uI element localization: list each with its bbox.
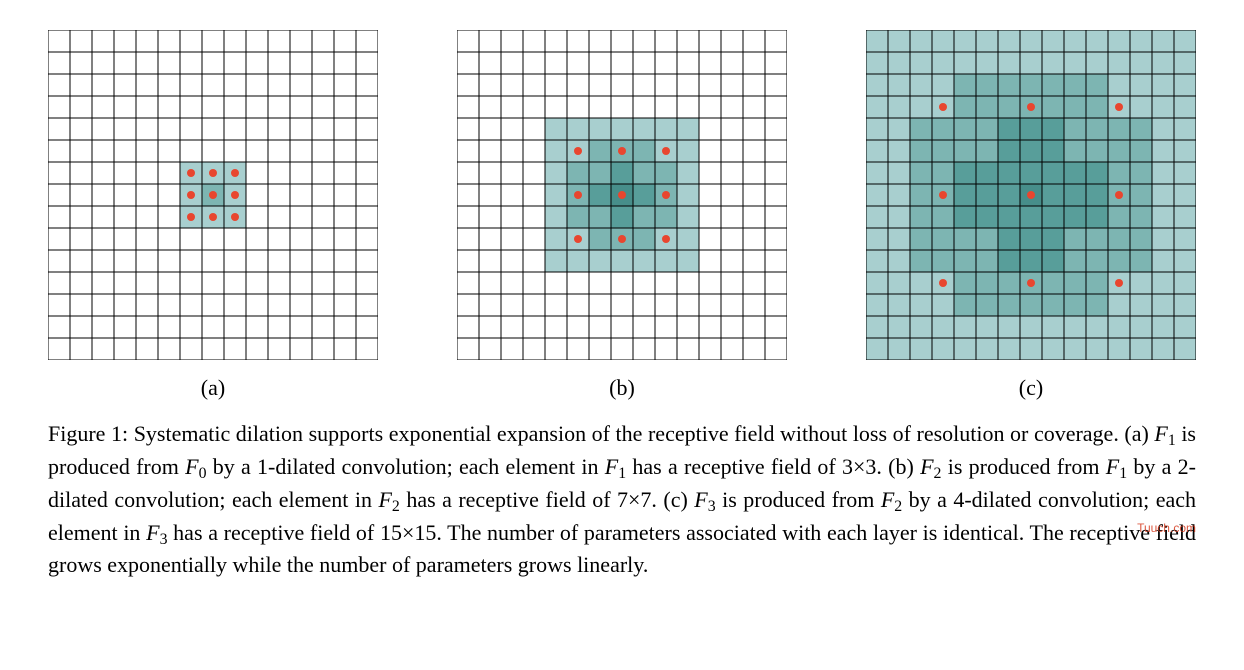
sample-dot-icon xyxy=(662,191,670,199)
sample-dot-icon xyxy=(231,213,239,221)
sample-dot-icon xyxy=(618,235,626,243)
sample-dot-icon xyxy=(231,169,239,177)
sample-dot-icon xyxy=(574,191,582,199)
sample-dot-icon xyxy=(209,169,217,177)
figure-panel: (a) xyxy=(48,30,378,401)
math-subscript: 2 xyxy=(934,465,942,482)
sample-dot-icon xyxy=(574,235,582,243)
sample-dot-icon xyxy=(209,191,217,199)
sample-dot-icon xyxy=(618,147,626,155)
sample-dot-icon xyxy=(1115,103,1123,111)
panel-label: (a) xyxy=(201,375,225,401)
math-symbol: F xyxy=(1106,454,1119,479)
math-subscript: 1 xyxy=(1119,465,1127,482)
receptive-field-grid-svg xyxy=(48,30,378,360)
figure-caption: Figure 1: Systematic dilation supports e… xyxy=(48,419,1196,579)
figure-panel: (c) xyxy=(866,30,1196,401)
sample-dot-icon xyxy=(1027,279,1035,287)
figure-panel: (b) xyxy=(457,30,787,401)
math-symbol: F xyxy=(694,487,707,512)
sample-dot-icon xyxy=(662,235,670,243)
sample-dot-icon xyxy=(662,147,670,155)
sample-dot-icon xyxy=(1115,191,1123,199)
math-subscript: 2 xyxy=(392,498,400,515)
sample-dot-icon xyxy=(939,279,947,287)
math-symbol: F xyxy=(1154,421,1167,446)
watermark-text: Tuuch.com xyxy=(1137,521,1196,535)
grid-wrap xyxy=(48,30,378,365)
sample-dot-icon xyxy=(1027,103,1035,111)
math-symbol: F xyxy=(146,520,159,545)
sample-dot-icon xyxy=(187,169,195,177)
sample-dot-icon xyxy=(574,147,582,155)
math-subscript: 1 xyxy=(1168,432,1176,449)
math-symbol: F xyxy=(185,454,198,479)
math-subscript: 1 xyxy=(618,465,626,482)
caption-prefix: Figure 1: xyxy=(48,421,134,446)
math-symbol: F xyxy=(605,454,618,479)
math-symbol: F xyxy=(881,487,894,512)
sample-dot-icon xyxy=(1027,191,1035,199)
math-subscript: 3 xyxy=(160,531,168,548)
sample-dot-icon xyxy=(187,191,195,199)
receptive-field-grid-svg xyxy=(457,30,787,360)
grid-wrap xyxy=(457,30,787,365)
sample-dot-icon xyxy=(187,213,195,221)
sample-dot-icon xyxy=(231,191,239,199)
sample-dot-icon xyxy=(939,191,947,199)
math-subscript: 0 xyxy=(199,465,207,482)
math-subscript: 2 xyxy=(894,498,902,515)
math-symbol: F xyxy=(378,487,391,512)
panel-label: (b) xyxy=(609,375,635,401)
sample-dot-icon xyxy=(1115,279,1123,287)
figure-row: (a) (b) (c) xyxy=(48,30,1196,401)
sample-dot-icon xyxy=(618,191,626,199)
sample-dot-icon xyxy=(939,103,947,111)
sample-dot-icon xyxy=(209,213,217,221)
math-subscript: 3 xyxy=(708,498,716,515)
grid-wrap xyxy=(866,30,1196,365)
math-symbol: F xyxy=(920,454,933,479)
receptive-field-grid-svg xyxy=(866,30,1196,360)
panel-label: (c) xyxy=(1019,375,1043,401)
